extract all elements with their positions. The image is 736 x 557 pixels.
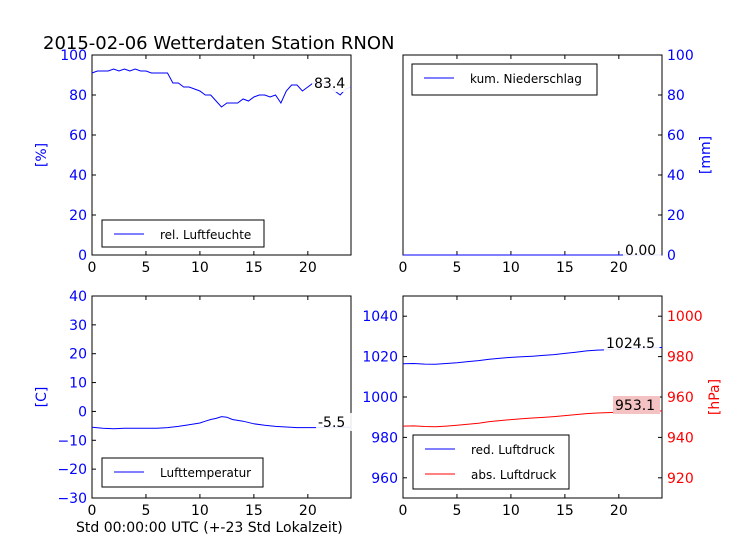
- y-tick-label: 1040: [362, 309, 398, 325]
- y-tick-label: −10: [57, 433, 87, 449]
- x-tick-label: 0: [88, 260, 97, 276]
- y-tick-label: 30: [69, 318, 87, 334]
- y-tick-label: 0: [78, 404, 87, 420]
- y-tick-label: 10: [69, 376, 87, 392]
- current-value-label-left-box: [604, 334, 660, 352]
- x-tick-label: 15: [556, 260, 574, 276]
- legend-box: [412, 434, 570, 490]
- series-line-rel--luftfeuchte: [91, 68, 352, 108]
- y-tick-label: 980: [371, 430, 398, 446]
- x-tick-label: 20: [610, 260, 628, 276]
- x-tick-label: 5: [141, 260, 150, 276]
- x-tick-label: 0: [399, 503, 408, 519]
- current-value-label-right: 953.1: [615, 398, 655, 414]
- current-value-label: -5.5: [318, 415, 345, 431]
- y-tick-label: 20: [69, 347, 87, 363]
- y-tick-label-right: 1000: [667, 309, 703, 325]
- x-tick-label: 15: [245, 503, 263, 519]
- x-tick-label: 0: [399, 260, 408, 276]
- y-axis-label-right: [mm]: [698, 136, 714, 174]
- x-tick-label: 10: [191, 503, 209, 519]
- y-tick-label: 1000: [362, 390, 398, 406]
- y-tick-label-right: 20: [667, 208, 685, 224]
- legend-label: Lufttemperatur: [160, 466, 251, 480]
- x-tick-label: 10: [191, 260, 209, 276]
- y-tick-label: 20: [69, 208, 87, 224]
- y-tick-label: −30: [57, 491, 87, 507]
- y-tick-label-right: 0: [667, 248, 676, 264]
- y-axis-label-right: [hPa]: [707, 379, 723, 415]
- x-tick-label: 20: [610, 503, 628, 519]
- y-tick-label-right: 60: [667, 128, 685, 144]
- x-tick-label: 5: [452, 503, 461, 519]
- y-tick-label-right: 80: [667, 88, 685, 104]
- x-tick-label: 5: [141, 503, 150, 519]
- y-tick-label-right: 100: [667, 48, 694, 64]
- figure-title: 2015-02-06 Wetterdaten Station RNON: [43, 33, 394, 54]
- current-value-label-right-box: [613, 396, 660, 414]
- series-line-lufttemperatur: [91, 416, 351, 430]
- current-value-label: 0.00: [625, 243, 656, 259]
- x-tick-label: 20: [299, 260, 317, 276]
- y-tick-label: 0: [78, 248, 87, 264]
- y-tick-label: 100: [60, 48, 87, 64]
- figure-xlabel: Std 00:00:00 UTC (+-23 Std Lokalzeit): [76, 520, 343, 536]
- legend-label: kum. Niederschlag: [470, 72, 582, 86]
- y-tick-label: 40: [69, 289, 87, 305]
- panel-temperature: 0 5 10 15 20 −30 −20 −10 0 10 20 30 40 [C] -5.5 Lufttem…: [34, 289, 355, 519]
- current-value-label-box: [623, 241, 662, 259]
- legend-box: [411, 63, 598, 96]
- y-tick-label-right: 960: [667, 390, 694, 406]
- legend-label: red. Luftdruck: [471, 443, 555, 457]
- y-tick-label: 40: [69, 168, 87, 184]
- y-tick-label: 1020: [362, 350, 398, 366]
- y-tick-label-right: 940: [667, 430, 694, 446]
- y-tick-label: 960: [371, 471, 398, 487]
- x-tick-label: 5: [452, 260, 461, 276]
- x-tick-label: 0: [88, 503, 97, 519]
- x-tick-label: 10: [502, 503, 520, 519]
- current-value-label-box: [312, 74, 351, 92]
- plot-frame: [91, 295, 352, 499]
- x-tick-label: 15: [245, 260, 263, 276]
- current-value-label-box: [316, 413, 355, 431]
- panel-precipitation: 0 5 10 15 20 0 20 40 60 80 100 [mm] 0.00 kum. Nieders…: [399, 48, 714, 276]
- legend-label: abs. Luftdruck: [471, 468, 556, 482]
- x-tick-label: 20: [299, 503, 317, 519]
- panel-humidity: 0 5 10 15 20 0 20 40 60 80 100 [%] 83.4 rel. Luftfeuc…: [34, 48, 352, 276]
- y-tick-label-right: 920: [667, 471, 694, 487]
- plot-frame: [91, 54, 352, 256]
- legend-box: [101, 457, 264, 488]
- panel-pressure: 0 5 10 15 20 960 980 1000 1020 1040 920 940 960 980 10…: [362, 295, 723, 519]
- y-axis-label: [C]: [34, 387, 50, 408]
- current-value-label: 83.4: [314, 76, 345, 92]
- y-axis-label: [%]: [34, 143, 50, 167]
- x-tick-label: 10: [502, 260, 520, 276]
- y-tick-label-right: 980: [667, 350, 694, 366]
- legend-label: rel. Luftfeuchte: [160, 228, 251, 242]
- y-tick-label: −20: [57, 462, 87, 478]
- y-tick-label: 80: [69, 88, 87, 104]
- y-tick-label-right: 40: [667, 168, 685, 184]
- x-tick-label: 15: [556, 503, 574, 519]
- y-tick-label: 60: [69, 128, 87, 144]
- current-value-label-left: 1024.5: [606, 336, 655, 352]
